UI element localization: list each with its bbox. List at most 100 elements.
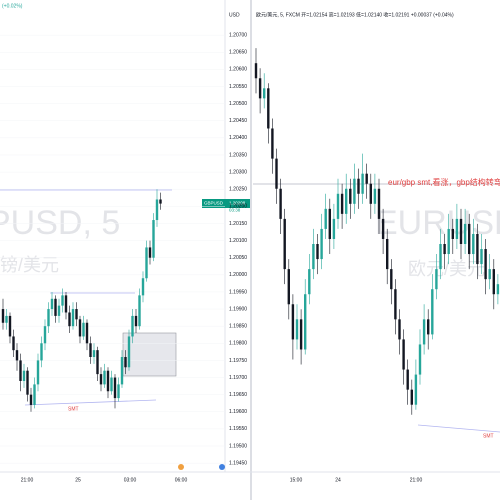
candle-body [422,319,426,345]
y-tick-label: 1.20200 [229,204,247,210]
candle-body [68,312,71,327]
candle-body [138,295,141,327]
candle-body [263,88,266,99]
candle-body [50,298,54,310]
candle-body [124,357,127,368]
price-tag-value: 1.20208 [229,201,246,206]
candle-body [47,309,50,327]
y-tick-label: 1.20450 [229,118,247,124]
y-tick-label: 1.20400 [229,135,247,141]
candle-body [345,188,348,214]
candle-body [381,218,385,239]
candle-body [127,336,131,368]
candle-body [299,319,303,350]
y-tick-label: 1.19450 [229,460,247,466]
x-tick-label: 15:00 [290,477,303,483]
y-tick-label: 1.20300 [229,169,247,175]
annotation: SMT [68,406,79,412]
candle-body [113,377,117,399]
candle-body [275,158,278,189]
candle-body [279,188,282,219]
candle-body [414,374,418,405]
candle-body [304,294,307,350]
candle-body [36,360,40,385]
watermark-sub: 镑/美元 [0,255,59,275]
y-tick-label: 1.19700 [229,375,247,381]
candle-body [141,278,145,296]
y-tick-label: 1.20600 [229,67,247,73]
candle-body [19,360,22,381]
candle-body [33,384,36,405]
candle-body [155,199,159,221]
y-tick-label: 1.20050 [229,255,247,261]
y-tick-label: 1.19500 [229,443,247,449]
candle-body [152,220,155,258]
axis-unit: USD [229,12,240,18]
smt-line [417,424,500,433]
y-tick-label: 1.20500 [229,101,247,107]
candle-body [43,326,47,344]
y-tick-label: 1.19950 [229,289,247,295]
candle-body [134,315,138,327]
candle-body [145,247,148,279]
header: (+0.02%) [2,3,23,9]
candle-body [15,350,19,361]
watermark: EURUSD [375,204,500,242]
event-icon[interactable] [178,464,184,470]
candle-body [427,319,430,335]
annotation: eur/gbp smt,看涨，gbp结构转弯 [388,177,500,187]
candle-body [386,238,389,270]
candle-body [96,350,99,375]
y-tick-label: 1.20700 [229,32,247,38]
candle-body [85,322,89,344]
candle-body [71,309,75,327]
candle-body [418,344,422,375]
x-tick-label: 25 [75,477,81,483]
candle-body [61,295,64,306]
annotation: SMT [483,433,494,439]
y-tick-label: 1.20650 [229,50,247,56]
y-tick-label: 1.19750 [229,358,247,364]
candle-body [78,319,82,337]
candle-body [22,370,26,381]
candle-body [336,193,340,219]
candle-body [8,315,12,337]
candle-body [476,233,479,265]
candle-body [308,269,311,295]
candle-body [340,193,344,214]
candle-body [5,315,8,323]
candle-body [361,173,364,194]
watermark-sub: 欧元/美元 [408,259,485,279]
candle-body [439,244,442,270]
candle-body [117,384,120,399]
candle-body [258,78,262,99]
x-tick-label: 21:00 [21,477,34,483]
candle-body [159,199,162,204]
candle-body [459,218,463,244]
candle-body [103,370,106,385]
x-tick-label: 24 [335,477,341,483]
candle-body [254,63,258,79]
candle-body [316,244,319,260]
candle-body [1,309,5,323]
candle-body [472,233,475,255]
y-tick-label: 1.20100 [229,238,247,244]
y-tick-label: 1.19900 [229,306,247,312]
y-tick-label: 1.19800 [229,341,247,347]
smt-line [24,399,157,406]
candle-body [283,218,286,270]
candle-body [291,304,295,340]
y-tick-label: 1.20150 [229,221,247,227]
y-tick-label: 1.20350 [229,152,247,158]
candle-body [26,370,29,395]
candle-body [64,295,68,313]
candle-body [89,343,92,357]
candle-body [398,319,401,340]
event-icon[interactable] [219,464,225,470]
candle-body [394,289,397,320]
candle-body [267,88,270,129]
price-tag-symbol: GBPUSD [204,201,224,206]
